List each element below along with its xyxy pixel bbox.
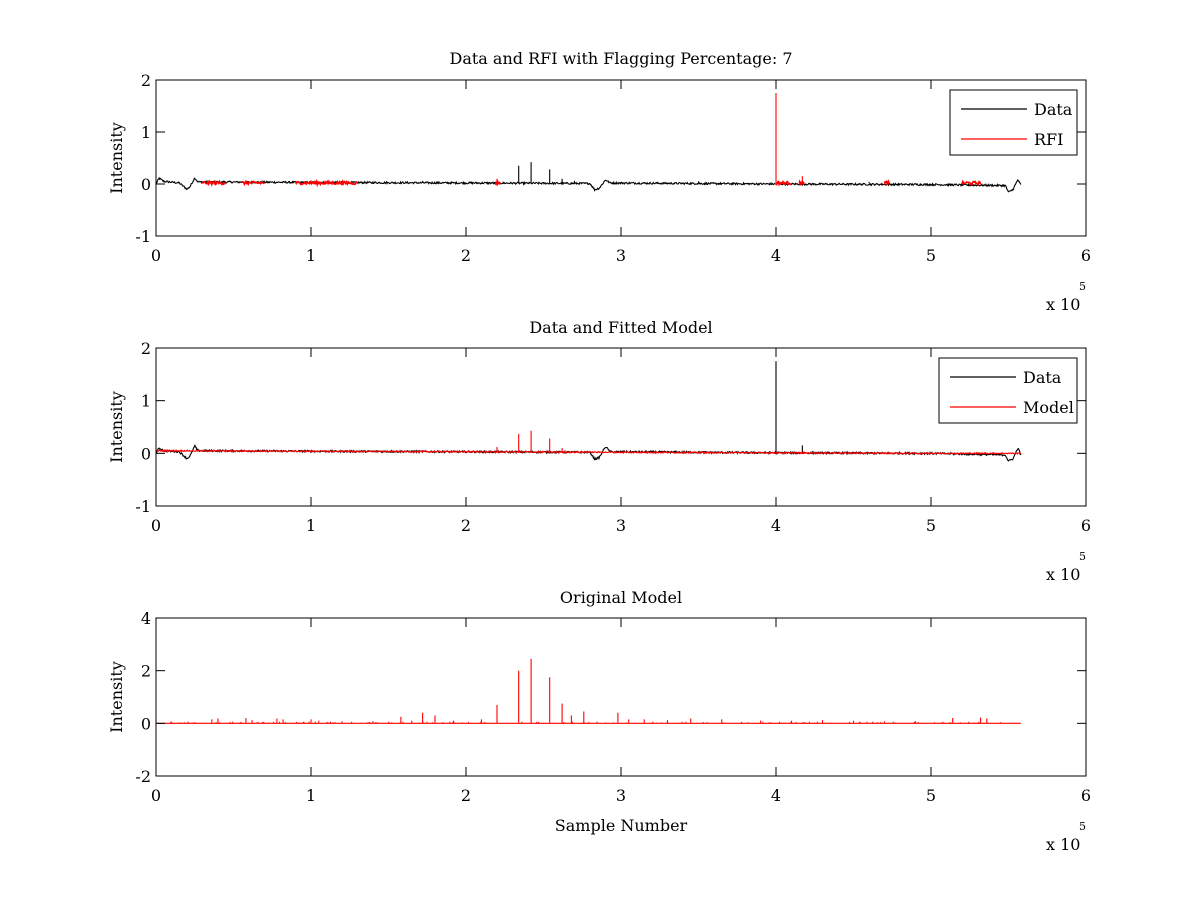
x-tick-label: 6	[1081, 786, 1091, 805]
panel-1: Data and RFI with Flagging Percentage: 7…	[107, 49, 1091, 314]
y-tick-label: 4	[141, 609, 151, 628]
y-tick-label: 0	[141, 175, 151, 194]
y-tick-label: 2	[141, 662, 151, 681]
panel-2-exponent-power: 5	[1079, 550, 1086, 563]
x-tick-label: 0	[151, 246, 161, 265]
legend-label: Model	[1023, 398, 1074, 417]
y-tick-label: -1	[135, 227, 151, 246]
rfi-segment	[240, 179, 265, 187]
rfi-segment	[798, 179, 805, 186]
x-tick-label: 5	[926, 246, 936, 265]
x-tick-label: 1	[306, 786, 316, 805]
panel-1-ylabel: Intensity	[107, 122, 126, 194]
panel-3-exponent-base: x 10	[1046, 835, 1080, 854]
panel-3-ylabel: Intensity	[107, 661, 126, 733]
rfi-segment	[961, 179, 982, 187]
series-line	[155, 449, 1022, 455]
panel-2-exponent: x 10 5	[1046, 550, 1086, 584]
x-tick-label: 2	[461, 786, 471, 805]
x-tick-label: 1	[306, 246, 316, 265]
x-tick-label: 6	[1081, 516, 1091, 535]
legend-box	[938, 357, 1078, 424]
series-rfi	[201, 93, 982, 188]
y-tick-label: 0	[141, 714, 151, 733]
x-tick-label: 2	[461, 516, 471, 535]
x-tick-label: 3	[616, 786, 626, 805]
x-tick-label: 4	[771, 246, 781, 265]
y-tick-label: 0	[141, 444, 151, 463]
panel-2: Data and Fitted Model Intensity 0 1 2 3 4 5 6 -…	[107, 318, 1091, 584]
panel-3-xlabel: Sample Number	[555, 816, 688, 835]
panel-1-exponent: x 10 5	[1046, 280, 1086, 314]
legend-box	[949, 89, 1078, 156]
x-tick-label: 3	[616, 246, 626, 265]
series-model	[155, 430, 1022, 455]
rfi-segment	[201, 179, 226, 187]
x-tick-label: 6	[1081, 246, 1091, 265]
rfi-segment	[294, 178, 359, 188]
x-tick-label: 4	[771, 786, 781, 805]
panel-2-exponent-base: x 10	[1046, 565, 1080, 584]
panel-3-title: Original Model	[560, 588, 682, 607]
panel-2-legend: Data Model	[938, 357, 1078, 424]
rfi-segment	[494, 179, 501, 187]
legend-label: Data	[1034, 100, 1073, 119]
x-tick-label: 0	[151, 786, 161, 805]
panel-1-title: Data and RFI with Flagging Percentage: 7	[449, 49, 792, 68]
rfi-segment	[883, 178, 890, 186]
x-tick-label: 3	[616, 516, 626, 535]
panel-3-exponent-power: 5	[1079, 820, 1086, 833]
legend-label: RFI	[1034, 130, 1063, 149]
x-tick-label: 5	[926, 516, 936, 535]
series-model	[156, 658, 1021, 724]
rfi-segment	[775, 179, 792, 187]
y-tick-label: -2	[135, 767, 151, 786]
panel-3-exponent: x 10 5	[1046, 820, 1086, 854]
x-tick-label: 0	[151, 516, 161, 535]
panel-1-legend: Data RFI	[949, 89, 1078, 156]
y-tick-label: 1	[141, 392, 151, 411]
panel-1-exponent-power: 5	[1079, 280, 1086, 293]
y-tick-label: 2	[141, 71, 151, 90]
y-tick-label: 1	[141, 123, 151, 142]
x-tick-label: 1	[306, 516, 316, 535]
x-tick-label: 2	[461, 246, 471, 265]
panel-2-title: Data and Fitted Model	[529, 318, 712, 337]
legend-label: Data	[1023, 368, 1062, 387]
panel-2-ylabel: Intensity	[107, 391, 126, 463]
panel-1-exponent-base: x 10	[1046, 295, 1080, 314]
y-tick-label: -1	[135, 497, 151, 516]
x-tick-label: 5	[926, 786, 936, 805]
panel-3-plot	[156, 658, 1021, 724]
x-tick-label: 4	[771, 516, 781, 535]
panel-2-plot	[155, 361, 1022, 462]
y-tick-label: 2	[141, 339, 151, 358]
panel-1-plot	[155, 93, 1022, 193]
